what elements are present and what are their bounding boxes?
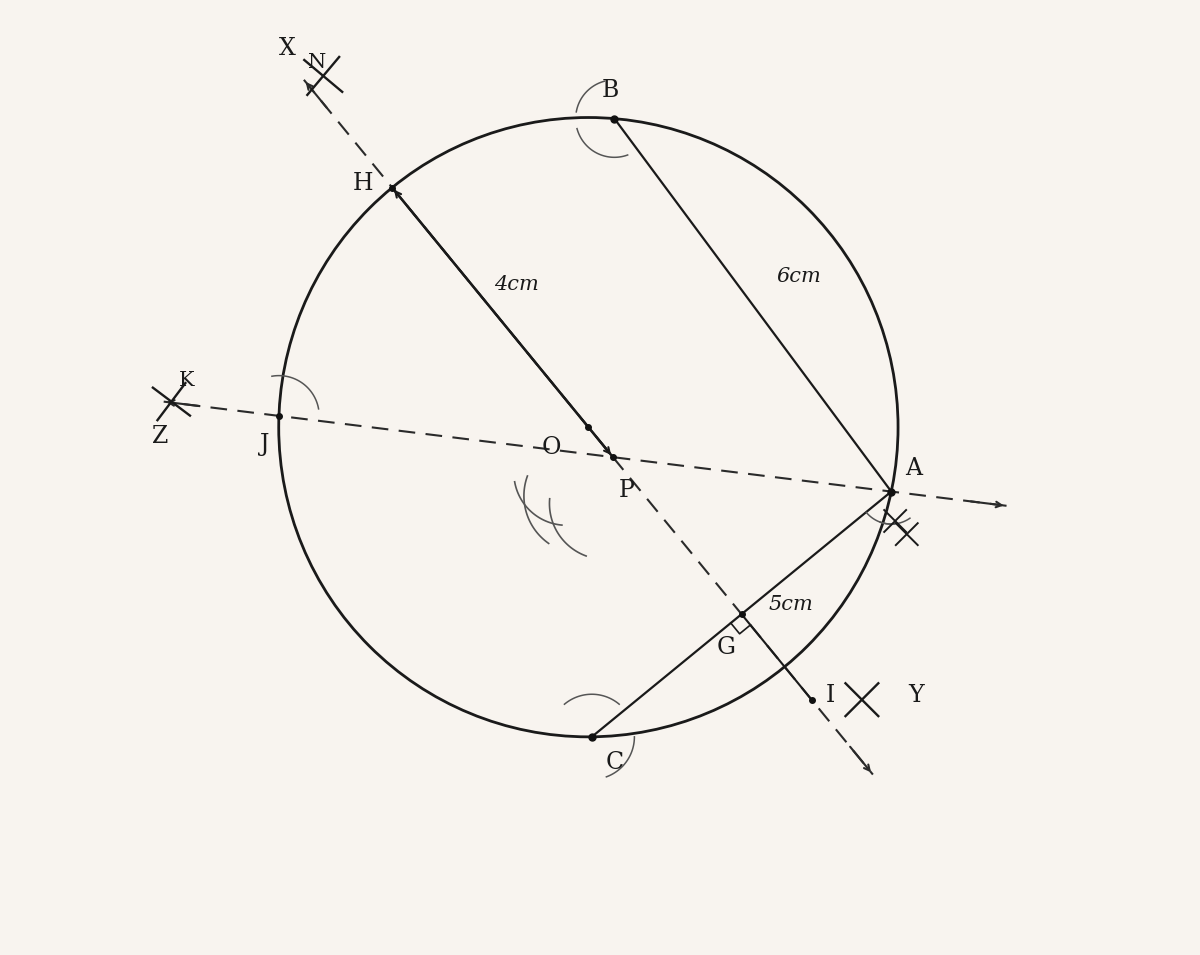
Text: B: B <box>602 78 619 101</box>
Text: 5cm: 5cm <box>769 595 814 614</box>
Text: 4cm: 4cm <box>494 275 539 294</box>
Text: K: K <box>179 371 194 390</box>
Text: X: X <box>278 37 295 60</box>
Text: P: P <box>619 478 635 501</box>
Text: O: O <box>541 436 562 459</box>
Text: N: N <box>307 53 326 72</box>
Text: A: A <box>905 456 923 480</box>
Text: J: J <box>260 433 270 456</box>
Text: I: I <box>826 685 835 708</box>
Text: Y: Y <box>908 685 924 708</box>
Text: C: C <box>606 751 624 774</box>
Text: Z: Z <box>151 425 168 448</box>
Text: 6cm: 6cm <box>776 266 821 286</box>
Text: G: G <box>716 636 736 659</box>
Text: H: H <box>353 172 373 195</box>
